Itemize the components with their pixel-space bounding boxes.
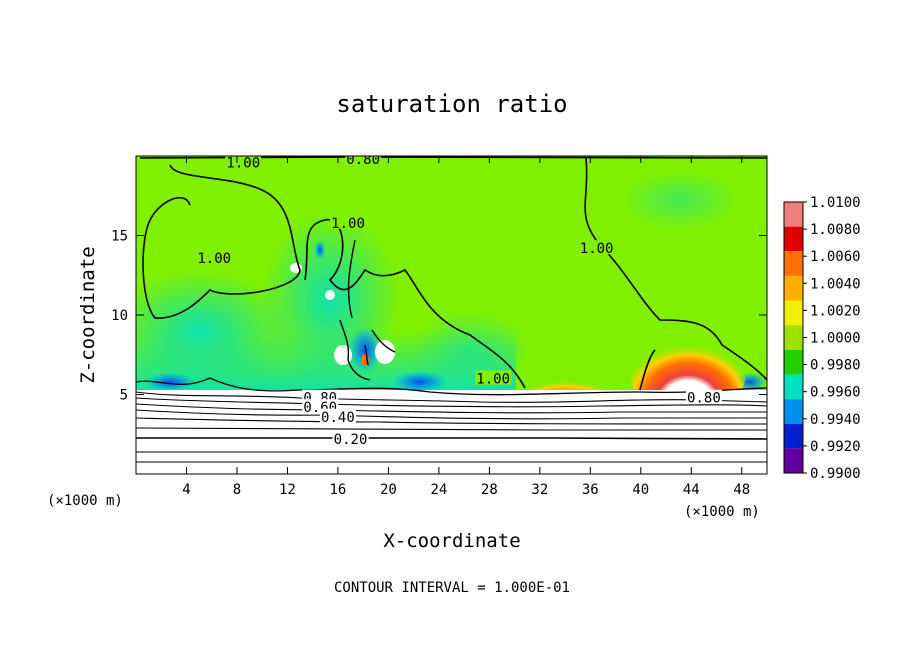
contour-labels: 1.00 0.801.001.001.001.000.800.600.400.20… — [196, 152, 722, 448]
contour-layer-top — [136, 377, 767, 396]
colorbar-swatch — [784, 399, 803, 424]
colorbar-label: 1.0080 — [810, 222, 861, 238]
colorbar-swatch — [784, 226, 803, 252]
footer-contour-interval: CONTOUR INTERVAL = 1.000E-01 — [334, 580, 570, 596]
contour-label-bg — [330, 214, 367, 229]
colorbar-label: 0.9980 — [810, 358, 861, 374]
contour-label-1.00: 1.00 — [225, 155, 262, 171]
blue-patch-b — [390, 370, 450, 394]
contour-1.00-left-cell — [142, 164, 301, 319]
contour-label-1.00: 1.00 — [475, 370, 512, 388]
contour-label-text: 0.20 — [334, 432, 368, 448]
contour-label-bg — [332, 431, 369, 446]
x-tick-label: 48 — [733, 482, 750, 498]
contour-label-text: 1.00 — [580, 241, 614, 257]
colorbar-label: 1.0040 — [810, 276, 861, 292]
x-tick-label: 16 — [329, 482, 346, 498]
contour-label-bg — [685, 389, 722, 404]
colorbar-label: 0.9900 — [810, 466, 861, 482]
y-axis-label: Z-coordinate — [77, 246, 99, 383]
contour-label-bg — [225, 156, 262, 169]
contour-lines — [136, 156, 767, 463]
contour-label-bg — [578, 240, 615, 255]
blue-patch-c — [347, 325, 383, 375]
contour-1.00-right-arc — [584, 157, 767, 381]
contour-label-0.20: 0.20 — [332, 431, 369, 448]
y-tick-label: 5 — [120, 388, 128, 404]
contour-label-0.80: 0.80 — [345, 152, 382, 168]
colorbar-swatch — [784, 423, 803, 449]
contour-1.00-core-b — [347, 239, 356, 319]
y-tick-label: 15 — [111, 229, 128, 245]
x-tick-label: 8 — [233, 482, 241, 498]
blue-patch-e — [314, 240, 326, 260]
contour-1.00-right-dip — [639, 349, 656, 391]
x-tick-label: 12 — [279, 482, 296, 498]
dry-lower-layer — [136, 390, 767, 474]
x-unit-left: (×1000 m) — [47, 493, 123, 509]
plot-area: 1.00 0.801.001.001.001.000.800.600.400.20… — [136, 152, 767, 474]
contour-0.40 — [136, 417, 767, 425]
colorbar-label: 1.0000 — [810, 331, 861, 347]
contour-label-text: 1.00 — [476, 372, 510, 388]
colorbar-label: 0.9920 — [810, 439, 861, 455]
contour-label-text: 0.80 — [346, 152, 380, 168]
contour-1.00-center-cell — [304, 219, 526, 389]
cyan-patch-top — [620, 170, 740, 230]
colorbar-swatch — [784, 374, 803, 400]
colorbar-swatch — [784, 448, 803, 473]
contour-label-bg — [196, 249, 233, 264]
x-unit-right: (×1000 m) — [684, 504, 760, 520]
y-tick-label: 10 — [111, 308, 128, 324]
colorbar-label: 1.0020 — [810, 303, 861, 319]
cyan-band-above-layer — [136, 330, 516, 390]
colorbar-swatch — [784, 349, 803, 375]
contour-1.00-core-c — [371, 329, 396, 353]
contour-label-text: 1.00 — [226, 155, 260, 171]
white-patch-d — [325, 290, 335, 300]
colorbar-label: 0.9960 — [810, 385, 861, 401]
contour-label-0.80: 0.80 — [685, 389, 722, 407]
colorbar-label: 1.0100 — [810, 195, 861, 211]
contour-label-text: 0.40 — [321, 410, 355, 426]
x-tick-label: 20 — [380, 482, 397, 498]
x-tick-label: 44 — [683, 482, 700, 498]
x-tick-label: 24 — [430, 482, 447, 498]
blue-patch-a — [142, 372, 198, 392]
colorbar-swatch — [784, 202, 803, 227]
x-tick-label: 32 — [531, 482, 548, 498]
y-axis: 5 10 15 — [111, 229, 767, 404]
contour-label-text: 1.00 — [197, 251, 231, 267]
contour-label-1.00: 1.00 — [578, 240, 615, 257]
contour-label-1.00: 1.00 — [330, 214, 367, 232]
colorbar-swatch — [784, 251, 803, 276]
colorbar-label: 1.0060 — [810, 249, 861, 265]
colorbar-swatch — [784, 275, 803, 301]
contour-1.00-core-a — [339, 319, 371, 381]
x-tick-label: 28 — [481, 482, 498, 498]
x-tick-label: 36 — [582, 482, 599, 498]
chart-title: saturation ratio — [336, 90, 567, 118]
contour-label-text: 0.80 — [687, 391, 721, 407]
contour-label-0.40: 0.40 — [319, 408, 356, 426]
contour-0.80 — [136, 391, 767, 403]
colorbar-swatch — [784, 325, 803, 350]
contour-label-bg — [345, 156, 382, 166]
contour-0.70 — [136, 397, 767, 408]
x-tick-label: 40 — [632, 482, 649, 498]
contour-label-bg — [319, 408, 356, 423]
contour-1.00-core-d — [364, 344, 369, 366]
x-axis-label: X-coordinate — [383, 530, 520, 552]
contour-label-text: 1.00 — [331, 216, 365, 232]
contour-0.30 — [136, 427, 767, 431]
x-tick-label: 4 — [182, 482, 190, 498]
colorbar-label: 0.9940 — [810, 412, 861, 428]
contour-label-bg — [475, 370, 512, 385]
white-patch-b — [375, 340, 395, 364]
contour-label-1.00: 1.00 — [196, 249, 233, 267]
x-axis: 4 8 12 16 20 24 28 32 36 40 44 48 — [182, 156, 750, 498]
colorbar-swatch — [784, 300, 803, 326]
colorbar: 1.0100 1.0080 1.0060 1.0040 1.0020 1.0000 0.99… — [783, 195, 861, 482]
